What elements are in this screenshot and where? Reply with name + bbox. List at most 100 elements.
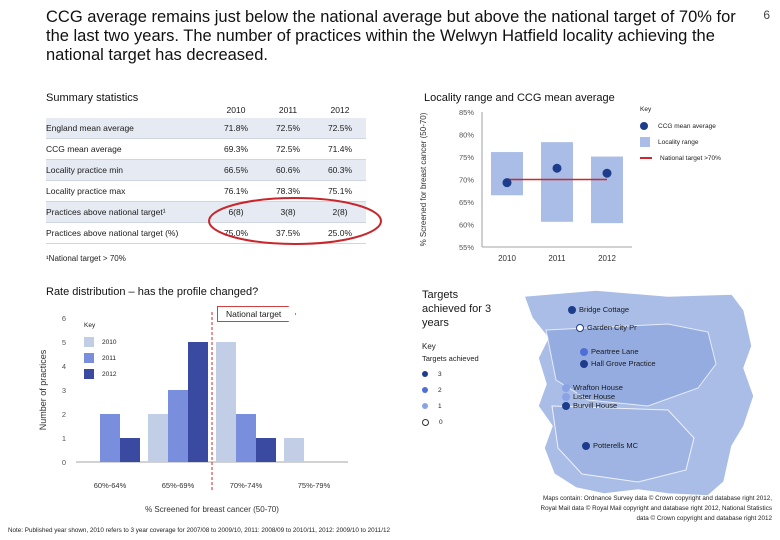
footer-note: Note: Published year shown, 2010 refers … [8,527,390,534]
map-practice-wrafton-house[interactable]: Wrafton House [562,383,623,392]
distribution-heading: Rate distribution – has the profile chan… [46,286,259,298]
legend-label: 1 [438,402,442,410]
bar [168,390,188,462]
year-header: 2012 [330,105,350,115]
y-tick-label: 5 [62,338,66,347]
y-tick-label: 2 [62,410,66,419]
row-label: Practices above national target (%) [46,222,210,244]
range-bar [541,142,573,222]
bar [188,342,208,462]
cell: 71.4% [314,138,366,160]
year-header: 2011 [278,105,298,115]
page-number: 6 [763,8,770,22]
map-region-south [551,405,695,483]
y-tick-label: 4 [62,362,66,371]
map-practice-peartree-lane[interactable]: Peartree Lane [580,347,639,356]
x-tick-label: 65%-69% [162,481,195,490]
bar [100,414,120,462]
bar [256,438,276,462]
distribution-key: 2010 2011 2012 [84,334,116,382]
legend-item: National target >70% [640,150,721,166]
y-tick-label: 65% [459,198,474,207]
national-target-callout: National target [217,306,296,322]
line-icon [640,157,652,159]
table-row: Locality practice max 76.1% 78.3% 75.1% [46,180,366,202]
cell: 78.3% [262,180,314,202]
y-tick-label: 1 [62,434,66,443]
y-tick-label: 55% [459,243,474,252]
map-key: 3 2 1 0 [422,366,443,430]
y-axis-label: Number of practices [38,349,48,430]
y-tick-label: 3 [62,386,66,395]
cell: 72.5% [262,138,314,160]
square-icon [640,137,650,147]
map-pin-icon [582,441,590,450]
locality-map [522,289,755,497]
ccg-mean-point [502,178,512,188]
legend-item: 2011 [84,350,116,366]
x-tick-label: 2011 [548,254,566,263]
legend-label: 2010 [102,338,117,346]
practice-label: Bridge Cottage [579,305,630,314]
range-bar [591,156,623,224]
cell: 2(8) [314,201,366,223]
bar [120,438,140,462]
ccg-mean-point [602,168,612,178]
table-row: Locality practice min 66.5% 60.6% 60.3% [46,159,366,181]
ccg-mean-point [552,163,562,173]
map-practice-garden-city[interactable]: Garden City Pr [576,323,637,332]
legend-label: 2012 [102,370,117,378]
legend-item: 2010 [84,334,116,350]
cell: 72.5% [262,118,314,139]
range-bar [491,152,523,196]
circle-icon [422,371,428,377]
row-label: Locality practice min [46,159,210,181]
cell: 76.1% [210,180,262,202]
cell: 3(8) [262,201,314,223]
table-row: Practices above national target (%) 75.0… [46,222,366,244]
practice-label: Peartree Lane [591,347,639,356]
map-practice-lister-house[interactable]: Lister House [562,392,615,401]
practice-label: Wrafton House [573,383,623,392]
page-title: CCG average remains just below the natio… [46,8,736,64]
summary-heading: Summary statistics [46,92,139,104]
bar [236,414,256,462]
map-credit: Maps contain: Ordnance Survey data © Cro… [540,495,772,522]
y-tick-label: 85% [459,108,474,117]
map-practice-hall-grove[interactable]: Hall Grove Practice [580,359,656,368]
practice-label: Burvill House [573,401,618,410]
row-label: Practices above national target¹ [46,201,210,223]
practice-label: Hall Grove Practice [591,359,656,368]
legend-label: Locality range [658,138,699,146]
map-pin-icon [568,305,576,314]
practice-label: Lister House [573,392,616,401]
legend-item: Locality range [640,134,721,150]
map-practice-bridge-cottage[interactable]: Bridge Cottage [568,305,629,314]
legend-label: National target >70% [660,154,721,162]
cell: 66.5% [210,159,262,181]
legend-item: 0 [422,414,443,430]
cell: 71.8% [210,118,262,139]
highlight-ellipse [208,197,382,245]
x-tick-label: 2012 [598,254,616,263]
bar [216,342,236,462]
y-tick-label: 0 [62,458,66,467]
map-key-title: Key [422,342,436,351]
summary-footnote: ¹National target > 70% [46,254,126,263]
legend-item: 3 [422,366,443,382]
legend-label: CCG mean average [658,122,716,130]
distribution-key-title: Key [84,322,96,329]
practice-label: Garden City Pr [587,323,637,332]
map-pin-icon [576,323,584,332]
map-pin-icon [562,383,570,392]
square-icon [84,353,94,363]
map-practice-potterells[interactable]: Potterells MC [582,441,638,450]
y-axis-label: % Screened for breast cancer (50-70) [419,112,428,246]
range-key: CCG mean average Locality range National… [640,118,721,166]
legend-label: 3 [438,370,442,378]
circle-icon [422,387,428,393]
table-row: England mean average 71.8% 72.5% 72.5% [46,118,366,139]
map-key-subtitle: Targets achieved [422,354,479,363]
practice-label: Potterells MC [593,441,639,450]
map-practice-burvill-house[interactable]: Burvill House [562,401,617,410]
